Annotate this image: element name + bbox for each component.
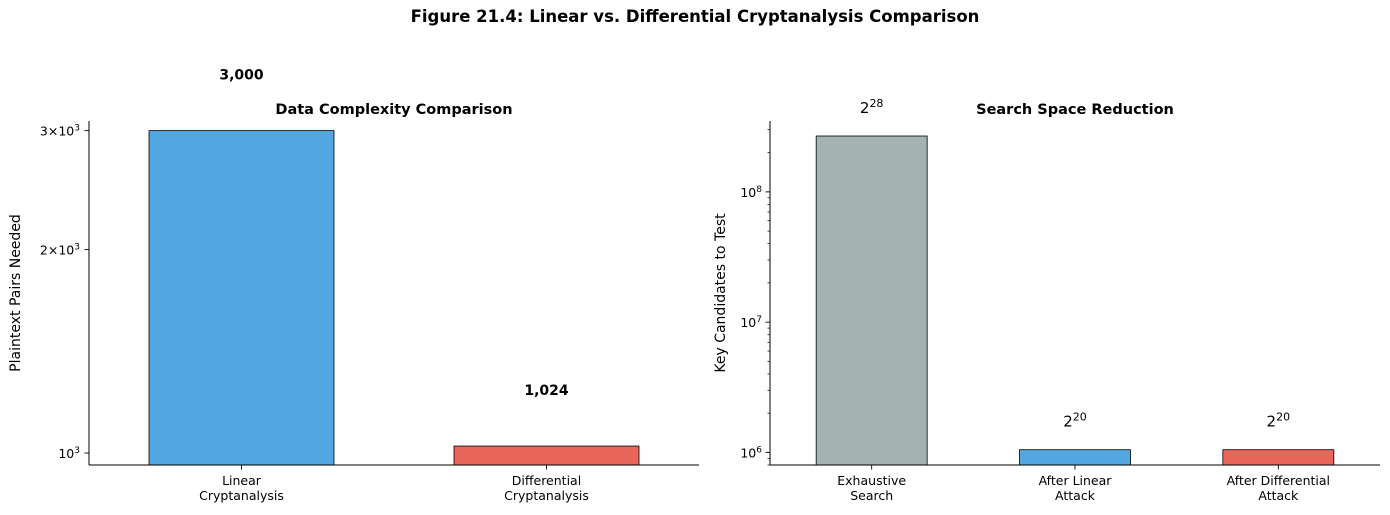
x-tick-label: Search <box>850 488 893 503</box>
y-axis-label: Key Candidates to Test <box>713 213 729 373</box>
y-tick-label: 106 <box>740 445 762 460</box>
data-label: 3,000 <box>219 68 264 84</box>
x-tick-label: After Linear <box>1039 473 1113 488</box>
x-tick-label: Exhaustive <box>837 473 906 488</box>
y-axis-label: Plaintext Pairs Needed <box>8 214 24 372</box>
y-tick-label: 2×103 <box>40 243 80 258</box>
chart-panel-2: Search Space Reduction Key Candidates to … <box>713 97 1380 503</box>
figure-title: Figure 21.4: Linear vs. Differential Cry… <box>410 7 980 26</box>
x-tick-label: Attack <box>1258 488 1299 503</box>
y-tick-label: 107 <box>740 315 762 330</box>
panel-title: Search Space Reduction <box>976 102 1174 118</box>
bar <box>148 130 335 466</box>
x-tick-label: Cryptanalysis <box>199 488 284 503</box>
data-label: 220 <box>1267 411 1291 431</box>
bar <box>453 445 640 466</box>
x-tick-label: After Differential <box>1227 473 1330 488</box>
data-label: 1,024 <box>524 383 569 399</box>
y-tick-label: 3×103 <box>40 124 80 139</box>
data-label: 220 <box>1063 411 1087 431</box>
data-label: 228 <box>860 97 884 117</box>
x-tick-label: Attack <box>1055 488 1096 503</box>
y-tick-label: 108 <box>740 185 762 200</box>
x-tick-label: Differential <box>512 473 581 488</box>
panel-title: Data Complexity Comparison <box>275 102 512 118</box>
y-tick-label: 103 <box>58 446 80 461</box>
x-tick-label: Cryptanalysis <box>504 488 589 503</box>
bar <box>1019 449 1131 466</box>
bar <box>815 135 928 466</box>
chart-panel-1: Data Complexity Comparison Plaintext Pair… <box>8 68 699 503</box>
x-tick-label: Linear <box>222 473 262 488</box>
bar <box>1222 449 1335 466</box>
